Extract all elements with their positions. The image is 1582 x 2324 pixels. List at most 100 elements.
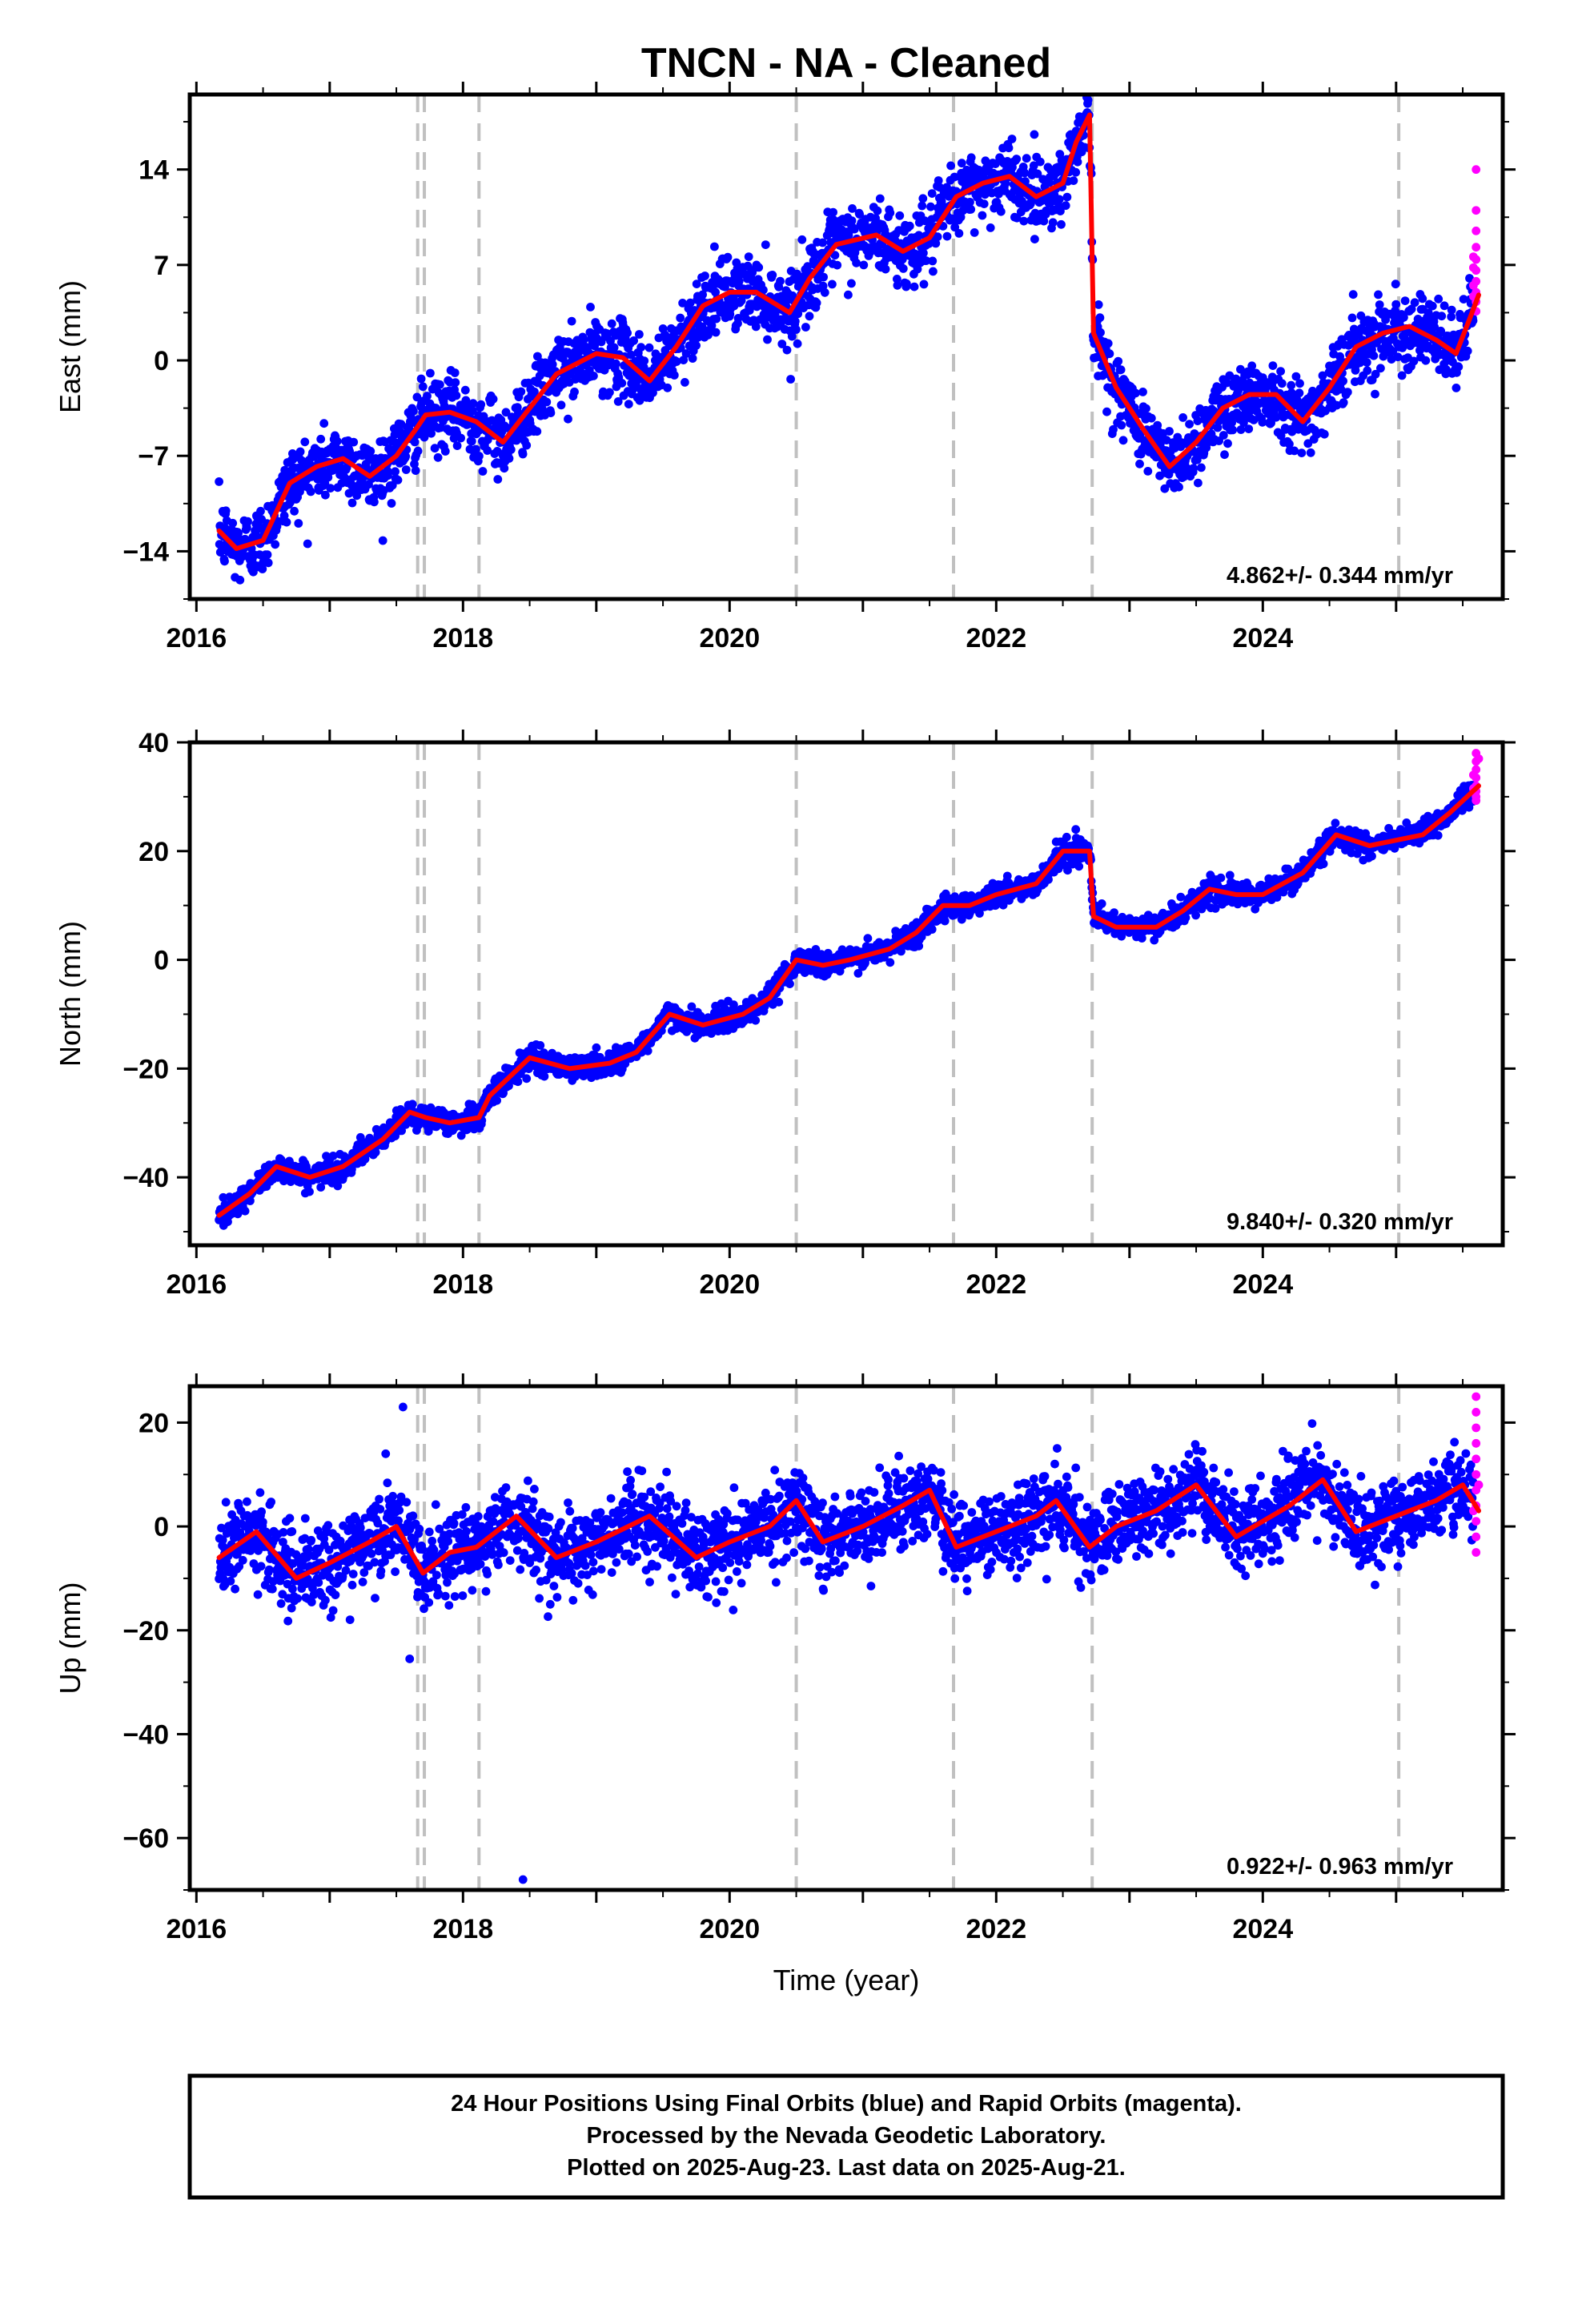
final-point <box>701 271 709 280</box>
final-point <box>606 336 615 346</box>
final-point <box>316 434 326 444</box>
final-point <box>669 371 679 380</box>
final-point <box>926 202 935 211</box>
final-point <box>663 383 673 392</box>
final-point <box>1105 349 1114 359</box>
final-point <box>524 1064 533 1073</box>
final-point <box>1391 279 1400 289</box>
final-point <box>530 387 539 396</box>
final-point <box>1290 446 1299 456</box>
final-point <box>483 446 492 455</box>
final-point <box>723 252 733 262</box>
final-point <box>659 368 668 377</box>
final-point <box>917 932 926 942</box>
final-point <box>1002 871 1012 881</box>
final-point <box>626 350 636 360</box>
final-point <box>1393 352 1403 362</box>
final-point <box>1118 436 1128 445</box>
final-point <box>1181 913 1191 923</box>
final-point <box>957 159 966 168</box>
final-point <box>687 1002 697 1011</box>
final-point <box>975 909 984 918</box>
final-point <box>1061 201 1070 211</box>
final-point <box>1176 892 1186 902</box>
final-point <box>467 436 476 446</box>
final-point <box>355 1132 365 1142</box>
final-point <box>751 1015 761 1025</box>
final-point <box>1409 356 1419 366</box>
final-point <box>1020 168 1030 178</box>
final-point <box>1194 478 1203 488</box>
final-point <box>777 340 787 348</box>
event-lines <box>416 94 1401 599</box>
final-point <box>1071 825 1081 834</box>
final-point <box>950 223 960 232</box>
final-point <box>1062 832 1071 842</box>
final-point <box>1228 425 1238 435</box>
final-point <box>966 205 976 214</box>
final-point <box>797 235 807 244</box>
final-point <box>893 275 901 283</box>
final-point <box>1293 397 1303 407</box>
final-point <box>786 375 795 384</box>
final-point <box>215 477 223 486</box>
final-point <box>522 440 532 450</box>
final-point <box>847 279 856 288</box>
plot-frame <box>187 92 1505 601</box>
final-point <box>774 997 784 1007</box>
final-point <box>1376 364 1385 373</box>
final-point <box>516 387 526 396</box>
final-point <box>1069 176 1078 186</box>
final-point <box>436 380 444 389</box>
final-point <box>895 211 905 220</box>
y-tick-label: −14 <box>122 537 169 567</box>
final-point <box>873 206 882 215</box>
final-point <box>1189 464 1199 473</box>
chart-title: TNCN - NA - Cleaned <box>641 40 1051 86</box>
final-point <box>243 523 251 533</box>
y-tick-label: −7 <box>138 441 169 472</box>
final-point <box>859 260 869 270</box>
final-point <box>1447 305 1456 315</box>
final-point <box>996 207 1006 216</box>
final-point <box>792 325 801 334</box>
final-point <box>1109 424 1118 434</box>
final-point <box>679 356 689 364</box>
final-point <box>914 231 924 240</box>
final-point <box>793 309 803 319</box>
final-point <box>978 211 987 220</box>
final-point <box>235 575 245 585</box>
final-point <box>644 343 654 352</box>
final-point <box>607 319 616 328</box>
final-point <box>493 475 503 484</box>
final-point <box>420 432 429 442</box>
final-point <box>688 354 697 363</box>
final-point <box>605 388 614 397</box>
final-point <box>1244 424 1254 433</box>
final-point <box>303 539 312 549</box>
final-point <box>1012 155 1022 163</box>
final-point <box>1193 416 1203 425</box>
final-point <box>785 979 794 988</box>
final-point <box>1022 154 1031 163</box>
x-tick-label: 2016 <box>167 623 227 653</box>
final-point <box>1418 294 1427 304</box>
final-point <box>1343 388 1352 396</box>
final-point <box>433 452 443 462</box>
final-point <box>1192 455 1202 464</box>
final-point <box>1339 398 1348 407</box>
final-point <box>344 489 354 498</box>
final-point <box>914 941 924 951</box>
final-point <box>219 1192 228 1202</box>
final-point <box>681 349 691 358</box>
final-point <box>956 212 966 222</box>
final-point <box>931 239 941 248</box>
final-point <box>1363 366 1372 376</box>
final-point <box>333 1181 343 1191</box>
final-point <box>1319 429 1329 439</box>
final-point <box>1048 218 1058 227</box>
final-orbit-points <box>215 781 1478 1230</box>
final-point <box>751 322 761 332</box>
final-point <box>1097 899 1106 908</box>
final-point <box>1054 195 1064 204</box>
